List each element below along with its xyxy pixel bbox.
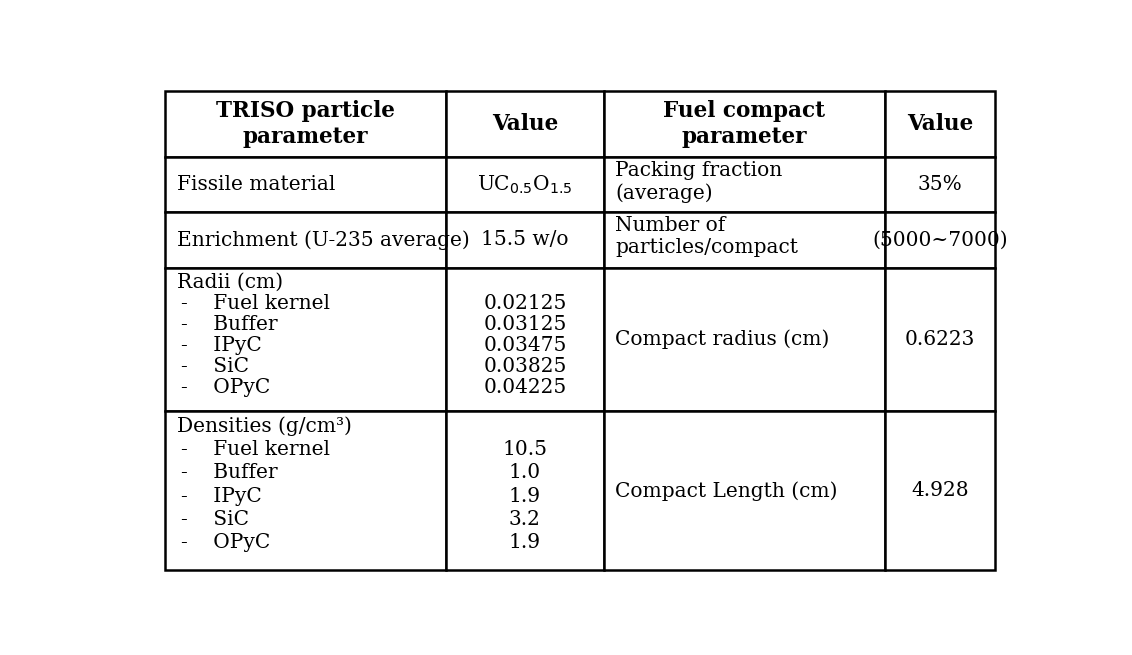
Text: 15.5 w/o: 15.5 w/o [481,231,568,250]
Text: 0.6223: 0.6223 [904,330,975,349]
Bar [884,212,995,268]
Text: 0.03825: 0.03825 [483,358,567,377]
Bar [884,91,995,157]
Text: 0.02125: 0.02125 [483,294,567,313]
Text: Fuel compact
parameter: Fuel compact parameter [663,100,825,147]
Text: -    Fuel kernel: - Fuel kernel [181,294,331,313]
Text: -    OPyC: - OPyC [181,379,271,398]
Bar [165,411,446,571]
Text: -    Buffer: - Buffer [181,463,277,482]
Text: Compact radius (cm): Compact radius (cm) [616,329,830,349]
Bar [603,91,884,157]
Bar [603,268,884,411]
Text: TRISO particle
parameter: TRISO particle parameter [216,100,395,147]
Text: (5000~7000): (5000~7000) [872,231,1007,250]
Text: -    Buffer: - Buffer [181,315,277,334]
Text: 0.03475: 0.03475 [483,336,567,355]
Bar [165,157,446,212]
Text: -    IPyC: - IPyC [181,336,261,355]
Text: 1.0: 1.0 [508,463,541,482]
Text: -    Fuel kernel: - Fuel kernel [181,440,331,459]
Bar [165,268,446,411]
Text: Radii (cm): Radii (cm) [177,272,283,291]
Text: -    SiC: - SiC [181,510,249,529]
Text: Fissile material: Fissile material [177,175,335,194]
Bar [446,212,603,268]
Text: 1.9: 1.9 [508,487,541,506]
Text: Value: Value [907,113,974,135]
Text: 4.928: 4.928 [911,481,969,500]
Text: Densities (g/cm³): Densities (g/cm³) [177,417,351,436]
Text: Packing fraction
(average): Packing fraction (average) [616,161,782,202]
Text: 0.03125: 0.03125 [483,315,567,334]
Bar [165,91,446,157]
Bar [884,157,995,212]
Text: -    OPyC: - OPyC [181,533,271,552]
Bar [446,268,603,411]
Text: Number of
particles/compact: Number of particles/compact [616,216,798,257]
Bar [165,212,446,268]
Text: -    IPyC: - IPyC [181,487,261,506]
Text: Compact Length (cm): Compact Length (cm) [616,481,838,500]
Text: 0.04225: 0.04225 [483,379,566,398]
Text: 3.2: 3.2 [509,510,541,529]
Text: Value: Value [491,113,558,135]
Text: -    SiC: - SiC [181,358,249,377]
Text: Enrichment (U-235 average): Enrichment (U-235 average) [177,230,470,250]
Text: 1.9: 1.9 [508,533,541,552]
Text: 10.5: 10.5 [503,440,548,459]
Bar [884,268,995,411]
Bar [446,411,603,571]
Text: UC$_{0.5}$O$_{1.5}$: UC$_{0.5}$O$_{1.5}$ [478,174,573,196]
Bar [603,411,884,571]
Bar [446,157,603,212]
Bar [603,157,884,212]
Text: 35%: 35% [917,175,962,194]
Bar [446,91,603,157]
Bar [884,411,995,571]
Bar [603,212,884,268]
